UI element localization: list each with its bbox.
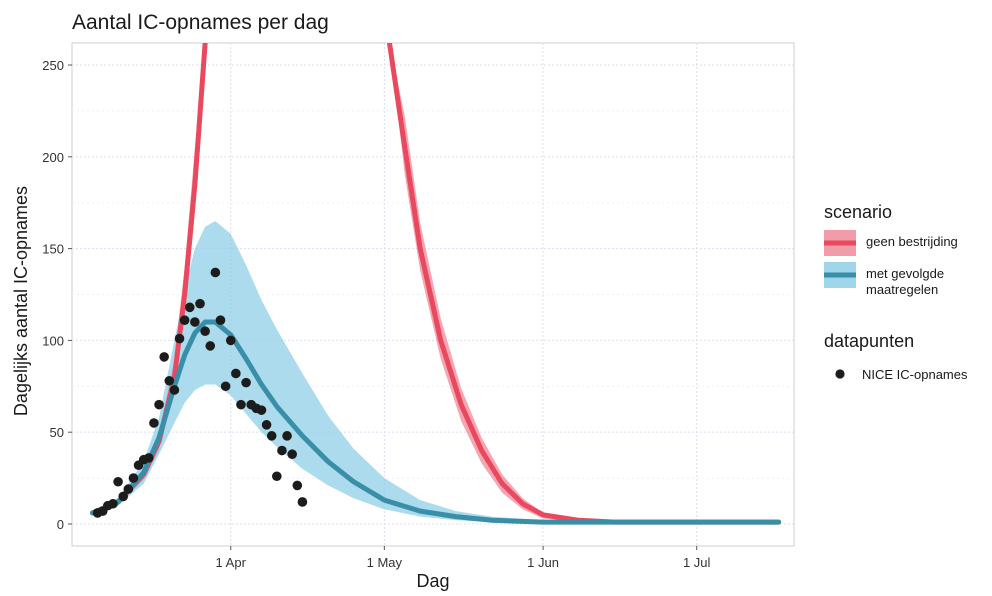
data-point [256, 405, 267, 415]
x-tick-label: 1 Jul [683, 555, 711, 570]
data-points [92, 267, 308, 518]
data-point [277, 445, 287, 456]
x-tick-label: 1 Apr [216, 555, 247, 570]
data-point [195, 298, 205, 309]
data-point [282, 431, 292, 441]
data-point [200, 326, 210, 337]
legend-title-datapunten: datapunten [824, 331, 914, 351]
data-point [241, 377, 251, 388]
data-point [144, 453, 154, 463]
data-point [159, 352, 169, 362]
data-point [154, 399, 164, 410]
data-point [184, 302, 195, 313]
y-axis-title: Dagelijks aantal IC-opnames [11, 186, 31, 416]
data-point [118, 491, 129, 502]
data-point [123, 484, 134, 494]
legend-label-scenario: maatregelen [866, 282, 938, 297]
data-point [179, 315, 190, 326]
data-point [236, 399, 246, 410]
data-point [266, 431, 277, 441]
data-point [113, 476, 123, 487]
legend-label-scenario: met gevolgde [866, 266, 944, 281]
chart-title: Aantal IC-opnames per dag [72, 11, 329, 34]
data-point [190, 317, 200, 327]
data-point [164, 375, 175, 386]
data-point [210, 267, 221, 278]
data-point [272, 471, 282, 482]
data-point [297, 497, 308, 507]
data-point [261, 420, 272, 430]
y-tick-label: 150 [42, 242, 64, 257]
y-tick-label: 50 [50, 425, 64, 440]
y-axis-ticks: 0 50 100 150 200 250 [42, 58, 72, 532]
data-point [215, 315, 226, 326]
line-met-maatregelen [89, 319, 782, 525]
data-point [174, 333, 185, 344]
legend-title-scenario: scenario [824, 202, 892, 222]
band-met-maatregelen [92, 221, 779, 524]
data-point [128, 473, 139, 483]
y-tick-label: 200 [42, 150, 64, 165]
legend-label-points: NICE IC-opnames [862, 367, 968, 382]
x-axis-title: Dag [416, 571, 449, 591]
legend-key-point [835, 369, 845, 379]
data-point [225, 335, 236, 346]
x-tick-label: 1 May [367, 555, 403, 570]
data-point [205, 341, 216, 351]
data-point [169, 385, 180, 395]
data-point [220, 381, 231, 392]
ribbon-bands [92, 43, 779, 524]
data-point [108, 498, 118, 509]
y-tick-label: 100 [42, 333, 64, 348]
legend-label-scenario: geen bestrijding [866, 234, 958, 249]
legend: scenario geen bestrijding met gevolgdemaa… [824, 202, 968, 382]
data-point [287, 449, 297, 460]
x-axis-ticks: 1 Apr 1 May 1 Jun 1 Jul [216, 546, 711, 570]
x-tick-label: 1 Jun [527, 555, 559, 570]
y-tick-label: 250 [42, 58, 64, 73]
data-point [231, 368, 241, 379]
data-point [292, 480, 303, 491]
y-tick-label: 0 [57, 517, 64, 532]
data-point [149, 418, 159, 428]
